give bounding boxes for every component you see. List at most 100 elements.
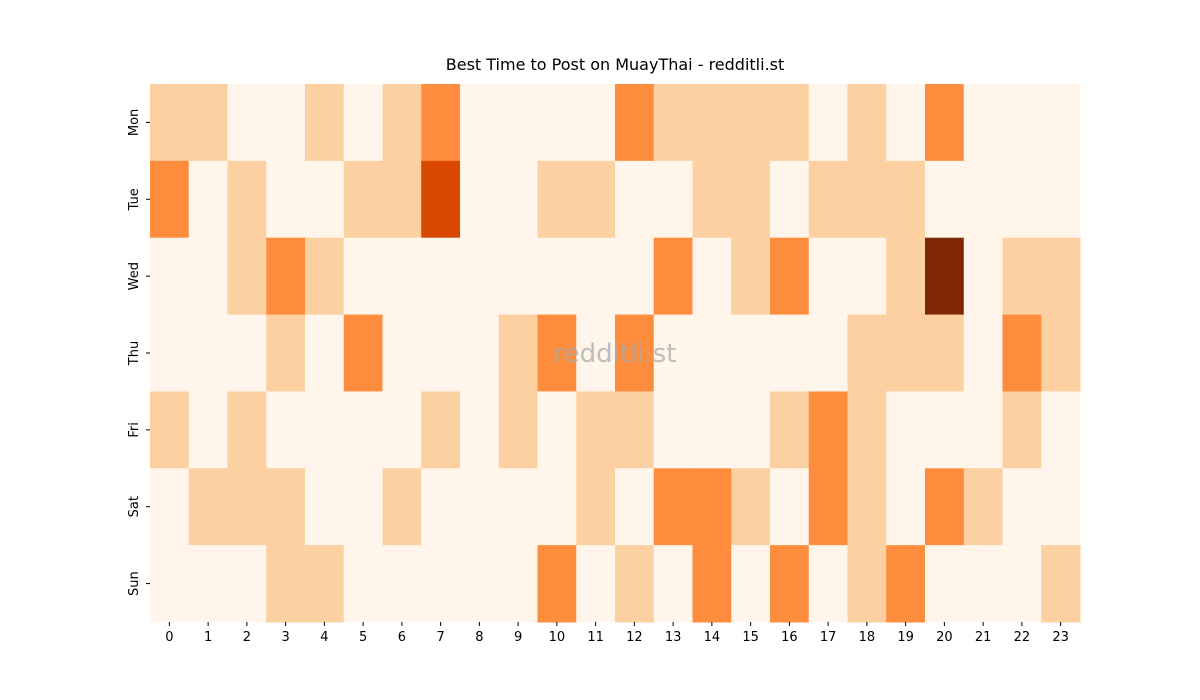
x-tick-label: 2 bbox=[243, 630, 251, 645]
heatmap-cell bbox=[150, 545, 190, 623]
heatmap-cell bbox=[731, 84, 771, 162]
heatmap-cell bbox=[925, 237, 965, 316]
y-tick-label: Fri bbox=[127, 422, 142, 438]
heatmap-cell bbox=[227, 237, 267, 316]
heatmap-cell bbox=[537, 237, 577, 316]
heatmap-cell bbox=[305, 237, 345, 316]
heatmap-cell bbox=[188, 391, 228, 469]
heatmap-cell bbox=[770, 545, 810, 623]
heatmap-cell bbox=[925, 391, 965, 469]
heatmap-cell bbox=[653, 314, 693, 392]
heatmap-cell bbox=[150, 391, 190, 469]
x-tick-label: 0 bbox=[165, 630, 173, 645]
heatmap-cell bbox=[692, 84, 732, 162]
heatmap-cell bbox=[421, 237, 461, 316]
heatmap-cell bbox=[731, 160, 771, 239]
heatmap-cell bbox=[963, 160, 1003, 239]
heatmap-cell bbox=[460, 237, 500, 316]
heatmap-cell bbox=[692, 468, 732, 546]
heatmap-cell bbox=[1002, 237, 1042, 316]
heatmap-cell bbox=[498, 391, 538, 469]
heatmap-cell bbox=[576, 237, 616, 316]
heatmap-cell bbox=[925, 545, 965, 623]
x-tick-label: 10 bbox=[549, 630, 566, 645]
heatmap-cell bbox=[305, 160, 345, 239]
heatmap-cell bbox=[653, 468, 693, 546]
heatmap-cell bbox=[847, 84, 887, 162]
x-tick-label: 23 bbox=[1052, 630, 1069, 645]
watermark: redditli.st bbox=[554, 339, 677, 369]
heatmap-cell bbox=[1041, 468, 1081, 546]
heatmap-cell bbox=[692, 160, 732, 239]
heatmap-cell bbox=[963, 545, 1003, 623]
heatmap-cell bbox=[498, 84, 538, 162]
heatmap-cell bbox=[188, 545, 228, 623]
x-tick-label: 4 bbox=[320, 630, 328, 645]
heatmap-cell bbox=[537, 314, 577, 392]
heatmap-cell bbox=[266, 314, 306, 392]
heatmap-cell bbox=[653, 545, 693, 623]
heatmap-cell bbox=[808, 545, 848, 623]
heatmap-cell bbox=[925, 84, 965, 162]
heatmap-cell bbox=[808, 237, 848, 316]
x-tick-label: 6 bbox=[398, 630, 406, 645]
x-tick-label: 20 bbox=[936, 630, 953, 645]
heatmap-cell bbox=[343, 391, 383, 469]
heatmap-cell bbox=[227, 84, 267, 162]
heatmap-cell bbox=[150, 84, 190, 162]
heatmap-cell bbox=[963, 84, 1003, 162]
heatmap-cell bbox=[343, 545, 383, 623]
x-tick-label: 14 bbox=[704, 630, 721, 645]
heatmap-cell bbox=[1002, 468, 1042, 546]
heatmap-cell bbox=[731, 468, 771, 546]
x-tick-label: 18 bbox=[859, 630, 876, 645]
y-tick-label: Mon bbox=[127, 109, 142, 136]
heatmap-cell bbox=[886, 237, 926, 316]
heatmap-cell bbox=[731, 237, 771, 316]
heatmap-cell bbox=[498, 160, 538, 239]
heatmap-cell bbox=[188, 84, 228, 162]
heatmap-cell bbox=[653, 84, 693, 162]
heatmap-cell bbox=[576, 468, 616, 546]
heatmap-cell bbox=[963, 314, 1003, 392]
y-tick-label: Tue bbox=[127, 188, 142, 211]
heatmap-cell bbox=[305, 545, 345, 623]
heatmap-cell bbox=[886, 545, 926, 623]
heatmap-cell bbox=[460, 468, 500, 546]
x-tick-label: 9 bbox=[514, 630, 522, 645]
x-tick-label: 13 bbox=[665, 630, 682, 645]
heatmap-cell bbox=[460, 314, 500, 392]
heatmap-cell bbox=[1041, 545, 1081, 623]
heatmap-cell bbox=[653, 237, 693, 316]
heatmap-cell bbox=[886, 314, 926, 392]
heatmap-cell bbox=[615, 237, 655, 316]
heatmap-cell bbox=[576, 314, 616, 392]
heatmap-cell bbox=[382, 545, 422, 623]
heatmap-cell bbox=[537, 391, 577, 469]
heatmap-cell bbox=[150, 237, 190, 316]
x-tick-label: 3 bbox=[281, 630, 289, 645]
heatmap-cell bbox=[770, 237, 810, 316]
heatmap-cell bbox=[692, 237, 732, 316]
heatmap-cell bbox=[576, 391, 616, 469]
heatmap-cell bbox=[886, 84, 926, 162]
heatmap-cell bbox=[615, 391, 655, 469]
heatmap-cell bbox=[808, 84, 848, 162]
heatmap-cell bbox=[421, 468, 461, 546]
heatmap-cell bbox=[266, 237, 306, 316]
heatmap-cell bbox=[808, 468, 848, 546]
heatmap-cell bbox=[305, 84, 345, 162]
heatmap-cell bbox=[150, 314, 190, 392]
heatmap-cell bbox=[731, 391, 771, 469]
axes: 0 1 2 3 4 5 6 7 8 9 10 11 12 13 14 15 16 17 18 19 20 21 22 23Mo… bbox=[127, 109, 1069, 645]
heatmap-cell bbox=[266, 84, 306, 162]
x-tick-label: 15 bbox=[742, 630, 759, 645]
x-tick-label: 7 bbox=[436, 630, 444, 645]
heatmap-cell bbox=[615, 314, 655, 392]
x-tick-label: 21 bbox=[975, 630, 992, 645]
heatmap-cell bbox=[498, 237, 538, 316]
heatmap-cell bbox=[1041, 237, 1081, 316]
heatmap-cell bbox=[498, 314, 538, 392]
heatmap-cell bbox=[847, 468, 887, 546]
